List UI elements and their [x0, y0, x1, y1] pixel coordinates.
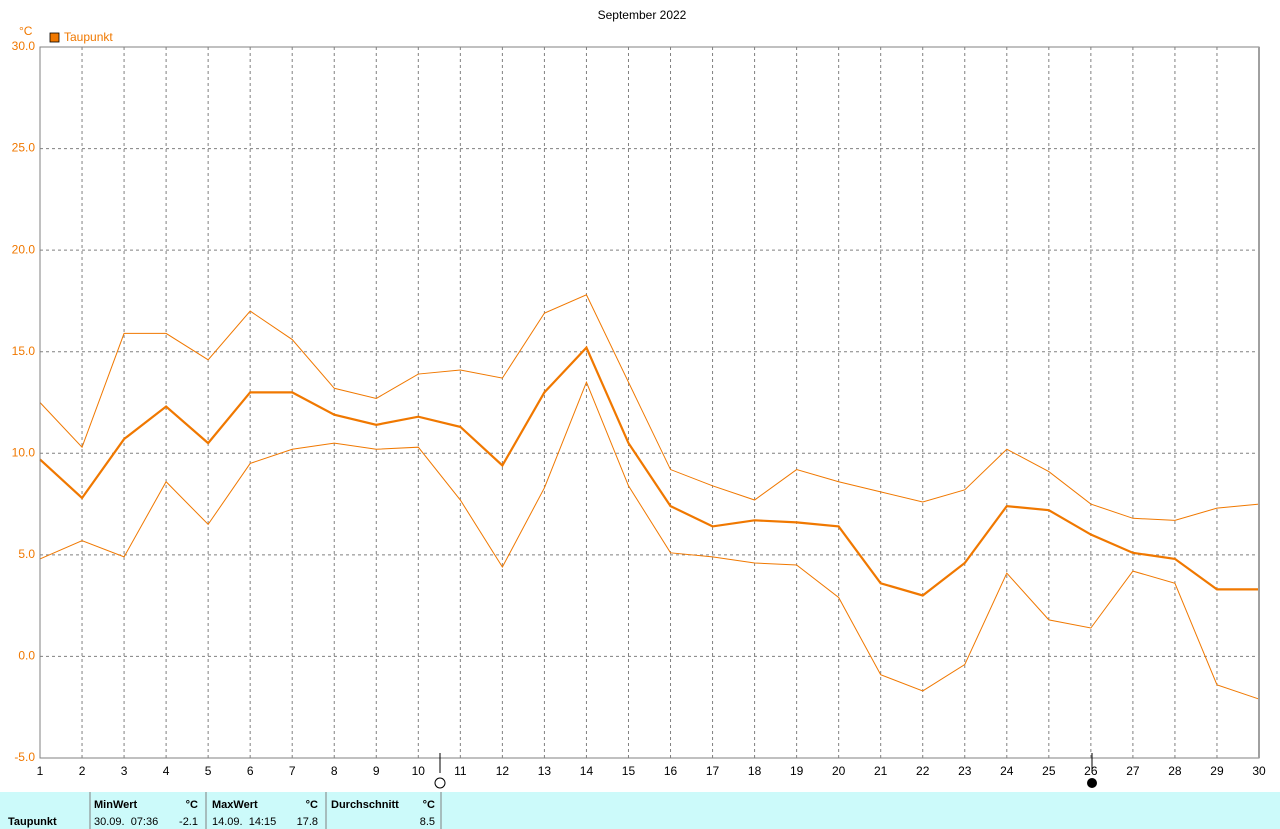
- y-tick-label: 10.0: [12, 445, 36, 459]
- data-line: [39, 294, 1260, 521]
- value: 17.8: [297, 816, 318, 828]
- x-tick-label: 10: [412, 764, 426, 778]
- x-tick-label: 11: [454, 764, 467, 778]
- new-moon: [1087, 778, 1097, 788]
- x-tick-label: 19: [790, 764, 804, 778]
- data-line: [39, 380, 1260, 700]
- time: 30.09. 07:36: [94, 816, 158, 828]
- x-tick-label: 23: [958, 764, 972, 778]
- lines: [39, 294, 1260, 700]
- x-tick-label: 2: [79, 764, 86, 778]
- x-tick-label: 3: [121, 764, 128, 778]
- full-moon: [434, 777, 446, 789]
- x-tick-label: 18: [748, 764, 762, 778]
- value: -2.1: [179, 816, 198, 828]
- time: 14.09. 14:15: [212, 816, 276, 828]
- y-tick-label: 20.0: [12, 242, 36, 256]
- y-tick-label: 15.0: [12, 344, 36, 358]
- x-tick-label: 25: [1042, 764, 1056, 778]
- y-unit: °C: [19, 24, 33, 38]
- x-tick-label: 15: [622, 764, 636, 778]
- x-tick-label: 1: [37, 764, 44, 778]
- row-label: Taupunkt: [8, 816, 57, 828]
- x-tick-label: 20: [832, 764, 846, 778]
- legend-swatch: [49, 32, 60, 43]
- chart-title: September 2022: [598, 8, 687, 22]
- y-tick-label: 0.0: [18, 649, 35, 663]
- x-tick-label: 6: [247, 764, 254, 778]
- x-tick-label: 17: [706, 764, 720, 778]
- column-header: MinWert: [94, 799, 138, 811]
- x-tick-label: 26: [1084, 764, 1098, 778]
- y-tick-label: 30.0: [12, 39, 36, 53]
- y-tick-label: 5.0: [18, 547, 35, 561]
- y-tick-label: 25.0: [12, 141, 36, 155]
- x-tick-label: 27: [1126, 764, 1140, 778]
- x-tick-label: 24: [1000, 764, 1014, 778]
- column-header: Durchschnitt: [331, 799, 399, 811]
- x-tick-label: 28: [1168, 764, 1182, 778]
- x-tick-label: 22: [916, 764, 930, 778]
- summary-table: Taupunkt MinWert °C 30.09. 07:36 -2.1 Ma…: [0, 792, 1280, 829]
- x-tick-label: 21: [874, 764, 888, 778]
- y-tick-label: -5.0: [14, 750, 35, 764]
- x-tick-label: 5: [205, 764, 212, 778]
- x-tick-label: 14: [580, 764, 594, 778]
- x-tick-label: 30: [1252, 764, 1266, 778]
- column-unit: °C: [423, 799, 435, 811]
- x-tick-label: 9: [373, 764, 380, 778]
- table-background: [0, 792, 1280, 829]
- column-header: MaxWert: [212, 799, 258, 811]
- x-tick-label: 13: [538, 764, 552, 778]
- legend-label: Taupunkt: [64, 30, 113, 44]
- data-line: [39, 345, 1259, 597]
- x-tick-label: 7: [289, 764, 296, 778]
- column-unit: °C: [186, 799, 198, 811]
- x-tick-label: 8: [331, 764, 338, 778]
- x-tick-label: 12: [496, 764, 510, 778]
- x-tick-label: 29: [1210, 764, 1224, 778]
- column-unit: °C: [306, 799, 318, 811]
- value: 8.5: [420, 816, 435, 828]
- x-tick-label: 16: [664, 764, 678, 778]
- x-tick-label: 4: [163, 764, 170, 778]
